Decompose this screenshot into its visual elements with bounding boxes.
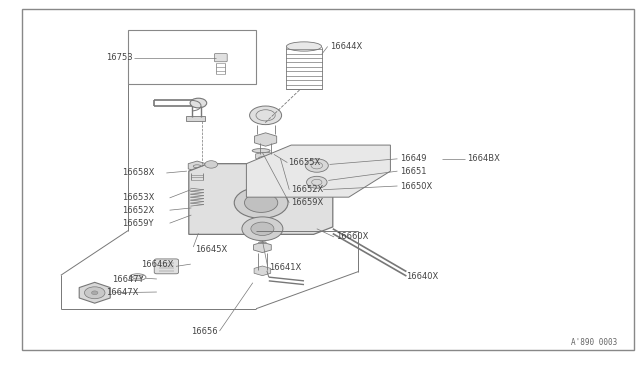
Polygon shape	[254, 266, 271, 276]
Text: 16655X: 16655X	[288, 158, 320, 167]
Text: 16653X: 16653X	[122, 193, 154, 202]
Ellipse shape	[252, 149, 270, 153]
Polygon shape	[188, 161, 206, 171]
Text: 16753: 16753	[106, 53, 132, 62]
Circle shape	[305, 159, 328, 172]
Circle shape	[250, 106, 282, 125]
Circle shape	[234, 187, 288, 218]
Circle shape	[307, 176, 327, 188]
Text: 16651: 16651	[400, 167, 426, 176]
Text: 16656: 16656	[191, 327, 218, 336]
Ellipse shape	[287, 42, 322, 51]
Text: 16659X: 16659X	[291, 198, 323, 207]
Circle shape	[291, 161, 304, 168]
Polygon shape	[255, 152, 276, 161]
Polygon shape	[253, 242, 271, 253]
Text: 16644X: 16644X	[330, 42, 362, 51]
Text: 1664BX: 1664BX	[467, 154, 500, 163]
FancyBboxPatch shape	[214, 54, 227, 62]
Text: 16641X: 16641X	[269, 263, 301, 272]
Polygon shape	[189, 164, 333, 234]
Circle shape	[84, 287, 105, 299]
Text: 16660X: 16660X	[336, 232, 369, 241]
Text: 16650X: 16650X	[400, 182, 432, 190]
Text: 16640X: 16640X	[406, 272, 438, 280]
Text: 16652X: 16652X	[122, 206, 154, 215]
Circle shape	[244, 193, 278, 212]
Text: 16652X: 16652X	[291, 185, 323, 194]
Ellipse shape	[132, 275, 143, 279]
Circle shape	[242, 217, 283, 241]
Ellipse shape	[259, 157, 273, 160]
Text: 16645X: 16645X	[195, 245, 227, 254]
Polygon shape	[255, 133, 276, 146]
Circle shape	[190, 98, 207, 108]
Circle shape	[251, 222, 274, 235]
FancyBboxPatch shape	[186, 116, 205, 121]
Text: 16659Y: 16659Y	[122, 219, 153, 228]
Text: A'890 0003: A'890 0003	[572, 338, 618, 347]
Text: 16647Y: 16647Y	[112, 275, 143, 283]
Polygon shape	[79, 282, 110, 303]
Ellipse shape	[190, 212, 204, 216]
Circle shape	[92, 291, 98, 295]
Text: 16658X: 16658X	[122, 169, 154, 177]
Circle shape	[205, 161, 218, 168]
Text: 16646X: 16646X	[141, 260, 173, 269]
Polygon shape	[246, 145, 390, 197]
FancyBboxPatch shape	[154, 259, 179, 274]
Text: 16649: 16649	[400, 154, 426, 163]
Text: 16647X: 16647X	[106, 288, 138, 296]
Ellipse shape	[191, 205, 203, 208]
